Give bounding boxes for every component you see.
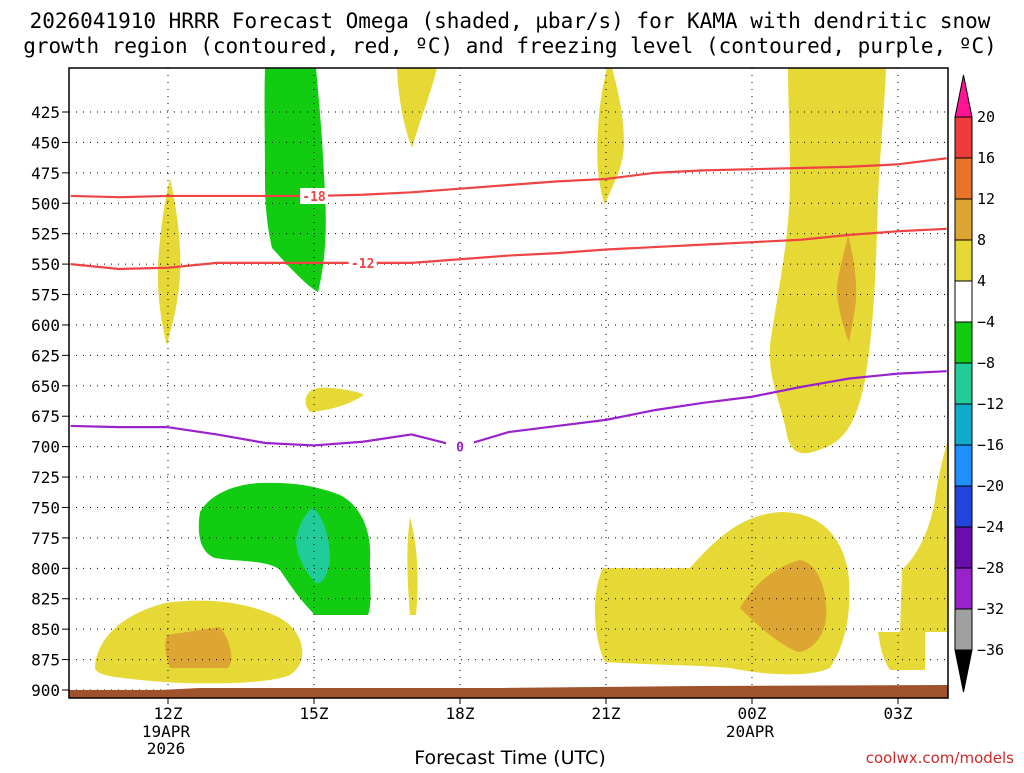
colorbar-top-arrow <box>954 74 973 118</box>
x-tick-sublabel: 19APR <box>142 722 191 741</box>
omega-region-green <box>198 482 371 615</box>
y-tick-label: 500 <box>31 194 60 213</box>
y-tick-label: 675 <box>31 407 60 426</box>
contour-label-bg <box>446 438 474 455</box>
colorbar-label: 8 <box>977 231 986 249</box>
omega-region-orange <box>165 627 232 668</box>
contour-line <box>70 157 947 199</box>
contour-label-bg <box>300 187 328 204</box>
contour-line <box>70 370 947 448</box>
y-tick-label: 700 <box>31 438 60 457</box>
credit-text: coolwx.com/models <box>866 749 1014 767</box>
colorbar-band <box>954 157 973 200</box>
y-tick-label: 425 <box>31 103 60 122</box>
y-tick-label: 850 <box>31 620 60 639</box>
contour-label-bg <box>348 254 377 271</box>
colorbar-band <box>954 526 973 569</box>
temperature-contours: -18 -12 0 <box>70 157 947 456</box>
y-tick-label: 600 <box>31 316 60 335</box>
colorbar-label: −28 <box>977 559 1004 577</box>
omega-region-yellow <box>397 68 437 148</box>
colorbar-label: 12 <box>977 190 995 208</box>
y-tick-label: 550 <box>31 255 60 274</box>
colorbar-label: −36 <box>977 641 1004 659</box>
colorbar: 20 16 12 8 4 −4 −8 −12 −16 −20 −24 −28 −32 −36 <box>954 74 1004 693</box>
y-tick-label: 625 <box>31 346 60 365</box>
omega-region-yellow <box>769 68 886 454</box>
chart-title-line1: 2026041910 HRRR Forecast Omega (shaded, … <box>30 9 991 33</box>
y-tick-label: 575 <box>31 286 60 305</box>
grid-lines <box>69 68 948 698</box>
terrain-strip <box>69 685 948 698</box>
colorbar-band <box>954 403 973 446</box>
y-axis: 425 450 475 500 525 550 575 600 625 650 675 700 725 7… <box>31 103 69 700</box>
colorbar-band <box>954 567 973 610</box>
x-tick-sublabel: 2026 <box>147 739 186 758</box>
colorbar-bottom-arrow <box>954 649 973 693</box>
x-tick-label: 12Z <box>154 704 183 723</box>
omega-region-yellow <box>878 440 948 670</box>
omega-region-yellow <box>157 178 181 346</box>
y-tick-label: 800 <box>31 559 60 578</box>
colorbar-band <box>954 608 973 651</box>
omega-region-yellow <box>597 68 624 205</box>
omega-region-green <box>264 68 326 292</box>
colorbar-label: 16 <box>977 149 995 167</box>
colorbar-label: 4 <box>977 272 986 290</box>
y-tick-label: 650 <box>31 377 60 396</box>
y-tick-label: 900 <box>31 681 60 700</box>
omega-region-yellow <box>305 387 364 412</box>
colorbar-band <box>954 280 973 323</box>
y-tick-label: 525 <box>31 225 60 244</box>
x-tick-label: 00Z <box>738 704 767 723</box>
colorbar-label: −16 <box>977 436 1004 454</box>
colorbar-label: −32 <box>977 600 1004 618</box>
colorbar-band <box>954 198 973 241</box>
y-tick-label: 750 <box>31 498 60 517</box>
y-tick-label: 775 <box>31 529 60 548</box>
shaded-omega-regions <box>95 68 948 684</box>
omega-region-teal <box>296 508 330 584</box>
contour-label: -18 <box>302 190 326 205</box>
colorbar-band <box>954 485 973 528</box>
x-tick-label: 18Z <box>446 704 475 723</box>
colorbar-label: 20 <box>977 108 995 126</box>
colorbar-band <box>954 239 973 282</box>
colorbar-band <box>954 444 973 487</box>
omega-region-orange <box>836 235 857 342</box>
colorbar-label: −8 <box>977 354 995 372</box>
x-tick-label: 15Z <box>300 704 329 723</box>
contour-line <box>70 227 947 271</box>
colorbar-label: −20 <box>977 477 1004 495</box>
plot-frame <box>68 67 949 699</box>
contour-label: 0 <box>456 441 464 456</box>
x-tick-label: 21Z <box>592 704 621 723</box>
colorbar-label: −4 <box>977 313 995 331</box>
y-tick-label: 450 <box>31 133 60 152</box>
colorbar-band <box>954 116 973 159</box>
colorbar-label: −12 <box>977 395 1004 413</box>
x-tick-sublabel: 20APR <box>726 722 775 741</box>
y-tick-label: 725 <box>31 468 60 487</box>
chart-title-line2: growth region (contoured, red, ºC) and f… <box>23 34 997 58</box>
contour-label: -12 <box>351 257 374 272</box>
colorbar-band <box>954 362 973 405</box>
x-tick-label: 03Z <box>884 704 913 723</box>
y-tick-label: 475 <box>31 164 60 183</box>
y-tick-label: 875 <box>31 651 60 670</box>
colorbar-label: −24 <box>977 518 1004 536</box>
x-axis-title: Forecast Time (UTC) <box>414 747 605 768</box>
omega-region-yellow <box>407 517 418 615</box>
colorbar-band <box>954 321 973 364</box>
y-tick-label: 825 <box>31 590 60 609</box>
